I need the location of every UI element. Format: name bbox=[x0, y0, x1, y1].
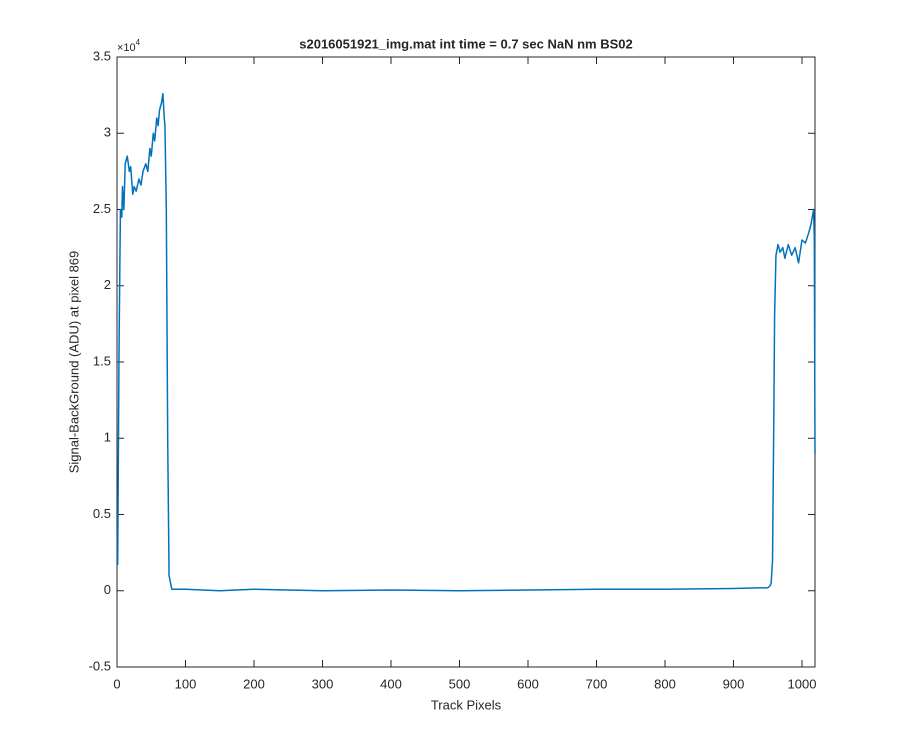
y-tick-label: 2.5 bbox=[93, 201, 111, 216]
x-tick-label: 700 bbox=[586, 676, 608, 691]
y-tick-label: 1.5 bbox=[93, 353, 111, 368]
x-tick-label: 100 bbox=[175, 676, 197, 691]
x-tick-label: 600 bbox=[517, 676, 539, 691]
x-tick-label: 300 bbox=[312, 676, 334, 691]
y-multiplier-base: ×10 bbox=[117, 42, 136, 54]
y-tick-label: 3 bbox=[104, 125, 111, 140]
y-tick-label: 0 bbox=[104, 582, 111, 597]
y-tick-label: 1 bbox=[104, 430, 111, 445]
x-tick-label: 1000 bbox=[788, 676, 817, 691]
x-tick-label: 800 bbox=[654, 676, 676, 691]
plot-frame bbox=[116, 56, 816, 668]
y-tick-label: -0.5 bbox=[89, 658, 111, 673]
x-tick-label: 500 bbox=[449, 676, 471, 691]
chart-title: s2016051921_img.mat int time = 0.7 sec N… bbox=[299, 36, 633, 51]
y-multiplier-exponent: 4 bbox=[136, 38, 141, 47]
x-axis-label: Track Pixels bbox=[431, 697, 502, 712]
y-axis-label: Signal-BackGround (ADU) at pixel 869 bbox=[66, 251, 81, 474]
x-tick-label: 900 bbox=[723, 676, 745, 691]
x-tick-label: 0 bbox=[113, 676, 120, 691]
y-tick-label: 3.5 bbox=[93, 48, 111, 63]
y-multiplier: ×104 bbox=[117, 38, 141, 54]
x-tick-label: 400 bbox=[380, 676, 402, 691]
y-tick-label: 0.5 bbox=[93, 506, 111, 521]
y-tick-label: 2 bbox=[104, 277, 111, 292]
x-tick-label: 200 bbox=[243, 676, 265, 691]
data-line bbox=[116, 92, 816, 592]
